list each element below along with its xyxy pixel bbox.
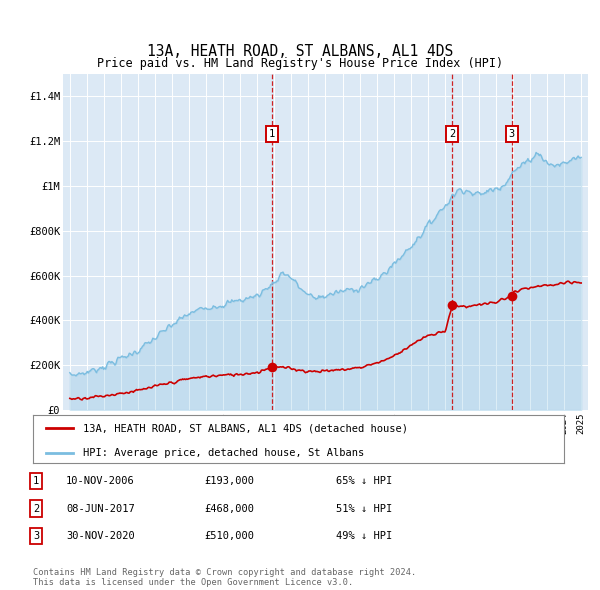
Text: 2: 2	[449, 129, 455, 139]
Text: 3: 3	[33, 532, 39, 541]
Text: 13A, HEATH ROAD, ST ALBANS, AL1 4DS (detached house): 13A, HEATH ROAD, ST ALBANS, AL1 4DS (det…	[83, 423, 409, 433]
Text: 2: 2	[33, 504, 39, 513]
Text: £510,000: £510,000	[204, 532, 254, 541]
Text: 65% ↓ HPI: 65% ↓ HPI	[336, 476, 392, 486]
Text: 10-NOV-2006: 10-NOV-2006	[66, 476, 135, 486]
Text: 1: 1	[269, 129, 275, 139]
Text: 30-NOV-2020: 30-NOV-2020	[66, 532, 135, 541]
Text: £468,000: £468,000	[204, 504, 254, 513]
Text: 1: 1	[33, 476, 39, 486]
Text: HPI: Average price, detached house, St Albans: HPI: Average price, detached house, St A…	[83, 447, 365, 457]
Text: Price paid vs. HM Land Registry's House Price Index (HPI): Price paid vs. HM Land Registry's House …	[97, 57, 503, 70]
Text: 51% ↓ HPI: 51% ↓ HPI	[336, 504, 392, 513]
Text: £193,000: £193,000	[204, 476, 254, 486]
Text: 13A, HEATH ROAD, ST ALBANS, AL1 4DS: 13A, HEATH ROAD, ST ALBANS, AL1 4DS	[147, 44, 453, 59]
Text: 08-JUN-2017: 08-JUN-2017	[66, 504, 135, 513]
Text: 49% ↓ HPI: 49% ↓ HPI	[336, 532, 392, 541]
Text: Contains HM Land Registry data © Crown copyright and database right 2024.
This d: Contains HM Land Registry data © Crown c…	[33, 568, 416, 587]
Text: 3: 3	[509, 129, 515, 139]
